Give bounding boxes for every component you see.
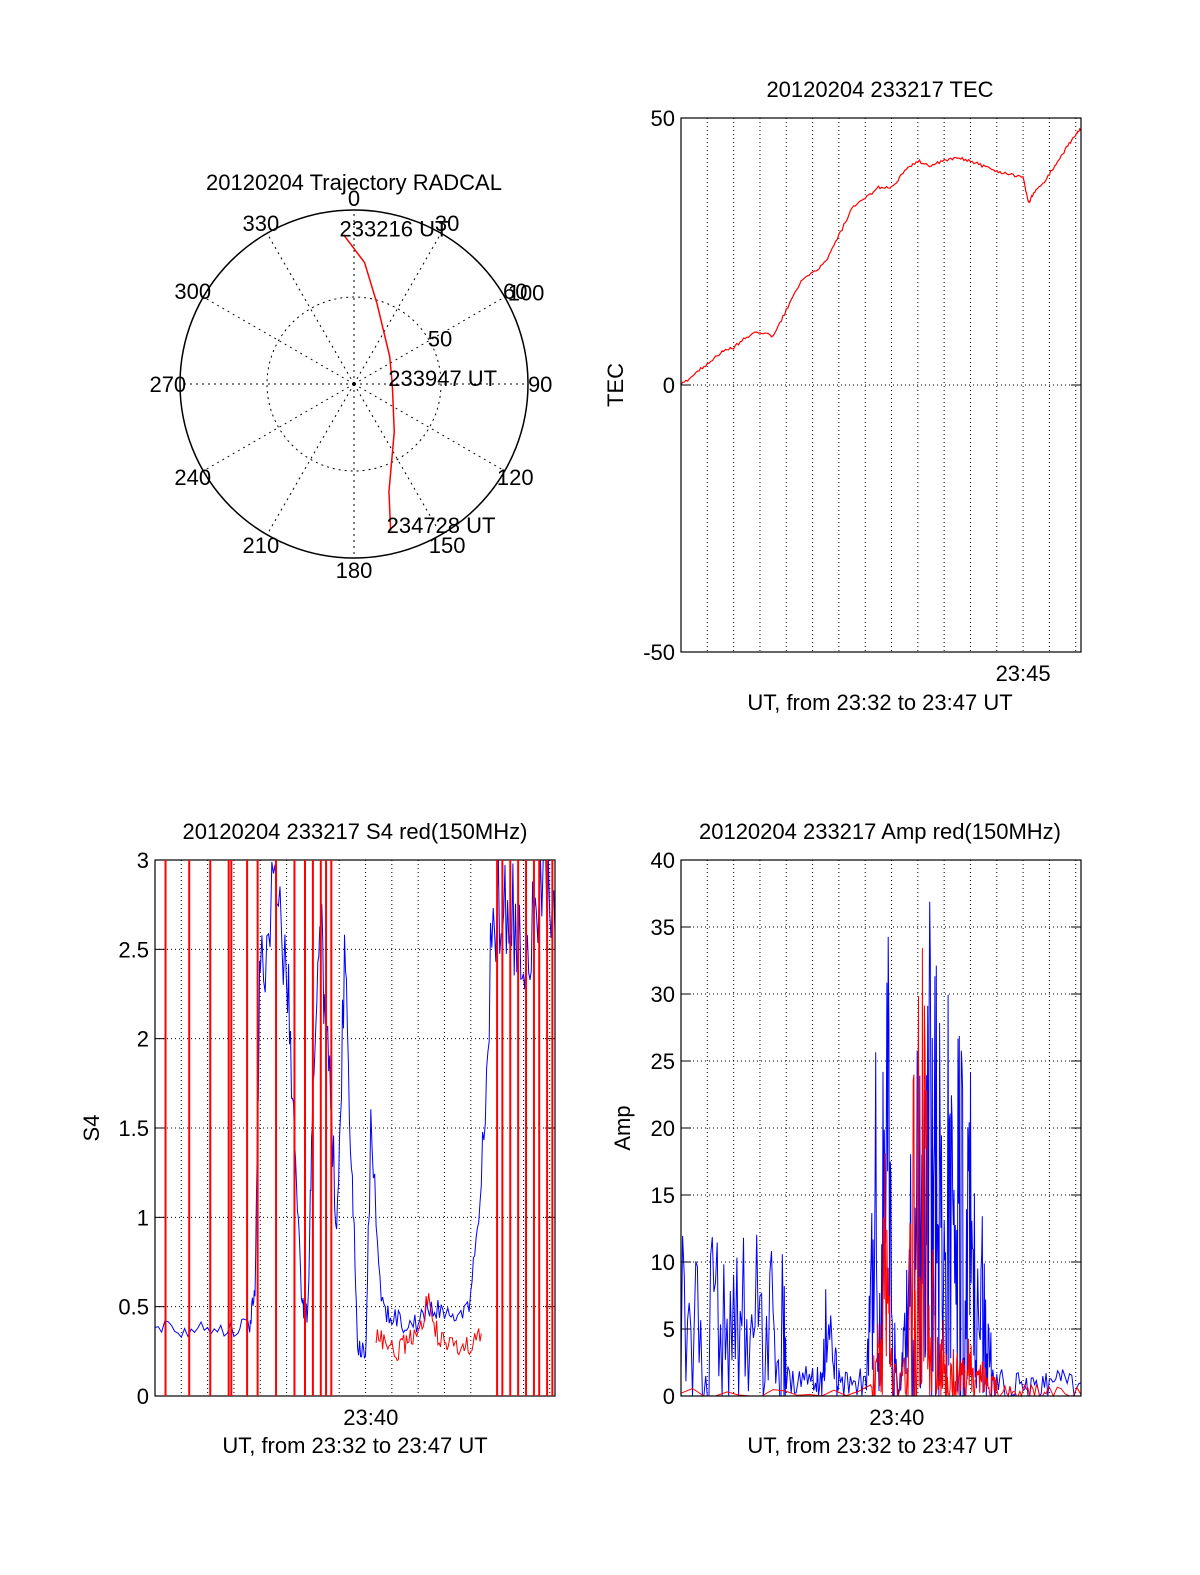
y-tick-label: -50 [643,640,675,665]
polar-inner-circle [266,296,442,472]
y-tick-label: 0 [137,1384,149,1409]
polar-spoke [353,383,505,472]
polar-spoke [203,383,355,472]
trajectory-annotation: 233947 UT [388,366,497,391]
y-tick-label: 40 [651,848,675,873]
y-tick-label: 2 [137,1027,149,1052]
trajectory [342,234,396,531]
y-tick-label: 15 [651,1183,675,1208]
polar-angle-label: 30 [435,211,459,236]
polar-angle-label: 210 [243,533,280,558]
amp-ylabel: Amp [610,1105,635,1150]
s4-ylabel: S4 [79,1115,104,1142]
tec-plot-area: -50 0 50 23:45 [643,106,1082,686]
trajectory-annotation: 234728 UT [387,513,496,538]
polar-grid [179,209,529,559]
polar-spoke [353,233,442,385]
amp-xlabel: UT, from 23:32 to 23:47 UT [747,1433,1012,1458]
polar-angle-labels: 0 30 60 90 120 150 180 210 240 270 300 330 [149,186,552,583]
y-tick-label: 25 [651,1049,675,1074]
x-tick-label: 23:40 [343,1405,398,1430]
y-tick-label: 0 [663,1384,675,1409]
trajectory-line [342,234,396,531]
y-tick-label: 3 [137,848,149,873]
y-tick-label: 1.5 [118,1116,149,1141]
trajectory-annotations: 233216 UT 233947 UT 234728 UT [340,217,498,538]
y-tick-label: 2.5 [118,937,149,962]
polar-angle-label: 270 [149,372,186,397]
polar-spoke [266,233,355,385]
y-tick-label: 30 [651,982,675,1007]
trajectory-annotation: 233216 UT [340,217,449,242]
amp-panel: 20120204 233217 Amp red(150MHz) Amp UT, … [610,819,1082,1458]
polar-radial-label: 50 [428,326,452,351]
polar-radial-label: 100 [508,281,545,306]
series-line [680,901,1082,1398]
x-tick-label: 23:40 [869,1405,924,1430]
series-line [680,948,1082,1398]
polar-title: 20120204 Trajectory RADCAL [206,170,502,195]
polar-angle-label: 300 [174,279,211,304]
polar-angle-label: 0 [348,186,360,211]
polar-radial-labels: 50 100 [428,281,545,352]
series-line [154,859,556,1359]
polar-angle-label: 180 [336,558,373,583]
y-tick-label: 5 [663,1317,675,1342]
x-tick-label: 23:45 [996,661,1051,686]
polar-angle-label: 240 [174,465,211,490]
s4-plot-area: 0 0.5 1 1.5 2 2.5 3 23:40 [118,848,556,1430]
tec-panel: 20120204 233217 TEC TEC UT, from 23:32 t… [603,77,1082,715]
polar-angle-label: 60 [503,279,527,304]
y-tick-label: 0 [663,373,675,398]
polar-spoke [203,296,355,385]
s4-panel: 20120204 233217 S4 red(150MHz) S4 UT, fr… [79,819,556,1458]
s4-xlabel: UT, from 23:32 to 23:47 UT [222,1433,487,1458]
polar-outer-circle [179,209,529,559]
polar-spoke [353,296,505,385]
y-tick-label: 20 [651,1116,675,1141]
y-tick-label: 35 [651,915,675,940]
polar-spoke [266,383,355,535]
series-line [375,1293,482,1362]
polar-angle-label: 150 [429,533,466,558]
y-tick-label: 10 [651,1250,675,1275]
y-tick-label: 50 [651,106,675,131]
y-tick-label: 0.5 [118,1295,149,1320]
s4-title: 20120204 233217 S4 red(150MHz) [183,819,528,844]
amp-plot-area: 0 5 10 15 20 25 30 35 40 23:40 [651,848,1082,1430]
tec-title: 20120204 233217 TEC [766,77,993,102]
series-line [680,127,1082,386]
tec-ylabel: TEC [603,363,628,407]
y-tick-label: 1 [137,1205,149,1230]
polar-spoke [353,383,442,535]
amp-title: 20120204 233217 Amp red(150MHz) [699,819,1061,844]
polar-angle-label: 90 [528,372,552,397]
polar-angle-label: 330 [243,211,280,236]
tec-xlabel: UT, from 23:32 to 23:47 UT [747,690,1012,715]
polar-trajectory-panel: 20120204 Trajectory RADCAL 0 30 60 90 120 150… [149,170,552,583]
polar-angle-label: 120 [497,465,534,490]
